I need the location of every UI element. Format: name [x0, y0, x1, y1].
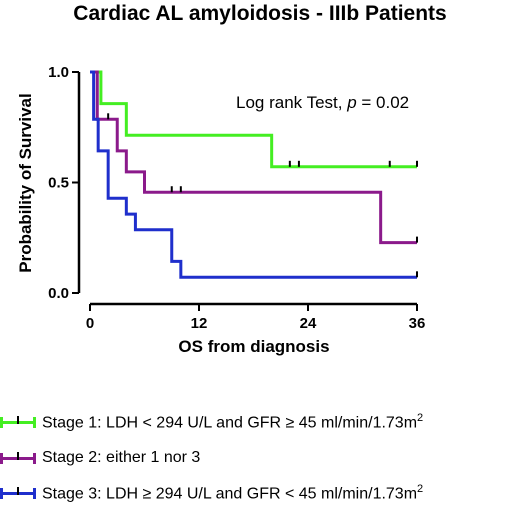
x-tick-label: 12 [191, 315, 208, 332]
legend-censor-mark-stage-2 [17, 452, 19, 460]
legend-censor-mark-stage-3 [17, 487, 19, 495]
y-tick-label: 0.0 [48, 285, 69, 302]
annotation-suffix: = 0.02 [357, 93, 409, 112]
legend-text-stage-1: Stage 1: LDH < 294 U/L and GFR ≥ 45 ml/m… [42, 414, 418, 432]
legend-swatch-stage-1 [0, 412, 36, 432]
legend-cap-left-stage-1 [0, 417, 3, 428]
y-axis-title: Probability of Survival [16, 93, 35, 273]
legend-cap-right-stage-1 [33, 417, 36, 428]
chart-title: Cardiac AL amyloidosis - IIIb Patients [73, 2, 446, 25]
legend-label-stage-2: Stage 2: either 1 nor 3 [42, 449, 201, 466]
legend-cap-left-stage-3 [0, 488, 3, 499]
legend-item-stage-2: Stage 2: either 1 nor 3 [0, 446, 200, 470]
legend-swatch-stage-3 [0, 483, 36, 503]
survival-curves [90, 70, 418, 279]
series-line-stage-1 [90, 70, 417, 169]
series-line-stage-3 [90, 70, 417, 279]
legend-cap-left-stage-2 [0, 453, 3, 464]
annotation-prefix: Log rank Test, [236, 93, 347, 112]
y-tick-label: 0.5 [48, 175, 69, 192]
legend-item-stage-3: Stage 3: LDH ≥ 294 U/L and GFR < 45 ml/m… [0, 481, 423, 505]
legend-item-stage-1: Stage 1: LDH < 294 U/L and GFR ≥ 45 ml/m… [0, 410, 423, 434]
legend-text-stage-3: Stage 3: LDH ≥ 294 U/L and GFR < 45 ml/m… [42, 485, 418, 503]
series-line-stage-2 [90, 70, 417, 245]
legend-censor-mark-stage-1 [17, 416, 19, 424]
annotation-log-rank: Log rank Test, p = 0.02 [236, 93, 409, 112]
legend-swatch-stage-2 [0, 448, 36, 468]
y-tick-label: 1.0 [48, 64, 69, 81]
legend-label-stage-1: Stage 1: LDH < 294 U/L and GFR ≥ 45 ml/m… [42, 412, 423, 432]
axes: 0.0 0.5 1.0 0 12 24 36 [48, 64, 425, 332]
legend-label-stage-3: Stage 3: LDH ≥ 294 U/L and GFR < 45 ml/m… [42, 483, 423, 503]
legend-cap-right-stage-3 [33, 488, 36, 499]
chart: Cardiac AL amyloidosis - IIIb Patients P… [16, 2, 447, 356]
x-axis-title: OS from diagnosis [178, 337, 329, 356]
legend-cap-right-stage-2 [33, 453, 36, 464]
x-tick-label: 0 [86, 315, 94, 332]
legend-sup-stage-1: 2 [417, 411, 424, 424]
x-tick-label: 36 [409, 315, 426, 332]
legend-sup-stage-3: 2 [417, 482, 424, 495]
x-tick-label: 24 [300, 315, 317, 332]
annotation-p: p [346, 93, 356, 112]
